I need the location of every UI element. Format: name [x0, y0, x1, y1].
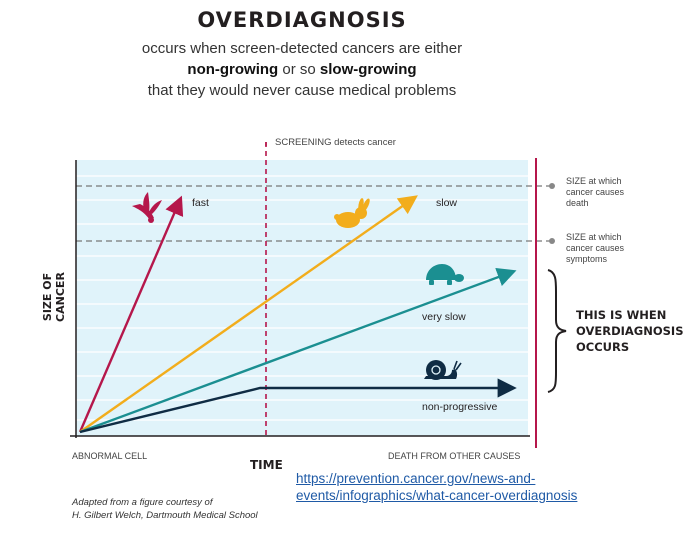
- overdiagnosis-note-line-3: OCCURS: [576, 340, 630, 354]
- subtitle-line-2: non-growing or so slow-growing: [0, 61, 604, 78]
- threshold-death-line-2: cancer causes: [566, 187, 625, 197]
- source-link[interactable]: https://prevention.cancer.gov/news-and- …: [296, 470, 577, 504]
- snail-shell-spiral: [431, 365, 441, 375]
- overdiagnosis-note: THIS IS WHEN OVERDIAGNOSIS OCCURS: [576, 307, 684, 355]
- threshold-death-line-1: SIZE at which: [566, 176, 622, 186]
- symptoms-threshold-dot: [549, 238, 555, 244]
- rabbit-icon: [334, 198, 370, 228]
- x-axis-label: TIME: [250, 458, 283, 472]
- series-non-progressive-arrow: [79, 378, 517, 434]
- threshold-symptoms-note: SIZE at which cancer causes symptoms: [566, 232, 624, 265]
- threshold-symptoms-line-1: SIZE at which: [566, 232, 622, 242]
- death-threshold-dot: [549, 183, 555, 189]
- threshold-death-note: SIZE at which cancer causes death: [566, 176, 624, 209]
- overdiagnosis-note-line-1: THIS IS WHEN: [576, 308, 667, 322]
- overdiagnosis-note-line-2: OVERDIAGNOSIS: [576, 324, 684, 338]
- series-fast-arrow: [78, 195, 184, 433]
- bird-icon: [132, 192, 162, 223]
- source-link-line-1[interactable]: https://prevention.cancer.gov/news-and-: [296, 471, 536, 486]
- subtitle-mid: or so: [278, 61, 320, 78]
- x-start-label: ABNORMAL CELL: [72, 451, 148, 461]
- subtitle-bold-2: slow-growing: [319, 61, 417, 78]
- screening-label: SCREENING detects cancer: [275, 137, 396, 148]
- plot-background: [76, 160, 528, 436]
- threshold-symptoms-line-3: symptoms: [566, 254, 608, 264]
- y-axis-label: SIZE OF CANCER: [41, 272, 67, 322]
- series-label-very-slow: very slow: [422, 311, 466, 323]
- overdiagnosis-bracket: [547, 269, 567, 393]
- page-title: OVERDIAGNOSIS: [197, 8, 407, 32]
- series-very-slow-arrow: [79, 267, 517, 434]
- subtitle-line-1: occurs when screen-detected cancers are …: [141, 40, 463, 57]
- series-label-non-progressive: non-progressive: [422, 401, 498, 413]
- series-label-fast: fast: [192, 197, 209, 209]
- subtitle-line-3: that they would never cause medical prob…: [147, 82, 457, 99]
- subtitle-bold-1: non-growing: [187, 61, 279, 78]
- series-slow-arrow: [79, 195, 418, 433]
- credit-line-2: H. Gilbert Welch, Dartmouth Medical Scho…: [72, 510, 258, 521]
- threshold-death-line-3: death: [566, 198, 589, 208]
- snail-icon: [424, 360, 462, 380]
- credit-line-1: Adapted from a figure courtesy of: [72, 497, 213, 508]
- source-link-line-2[interactable]: events/infographics/what-cancer-overdiag…: [296, 488, 578, 503]
- series-label-slow: slow: [436, 197, 458, 209]
- figure-credit: Adapted from a figure courtesy of H. Gil…: [72, 496, 258, 522]
- x-end-label: DEATH FROM OTHER CAUSES: [388, 451, 521, 461]
- threshold-symptoms-line-2: cancer causes: [566, 243, 625, 253]
- turtle-icon: [426, 264, 464, 285]
